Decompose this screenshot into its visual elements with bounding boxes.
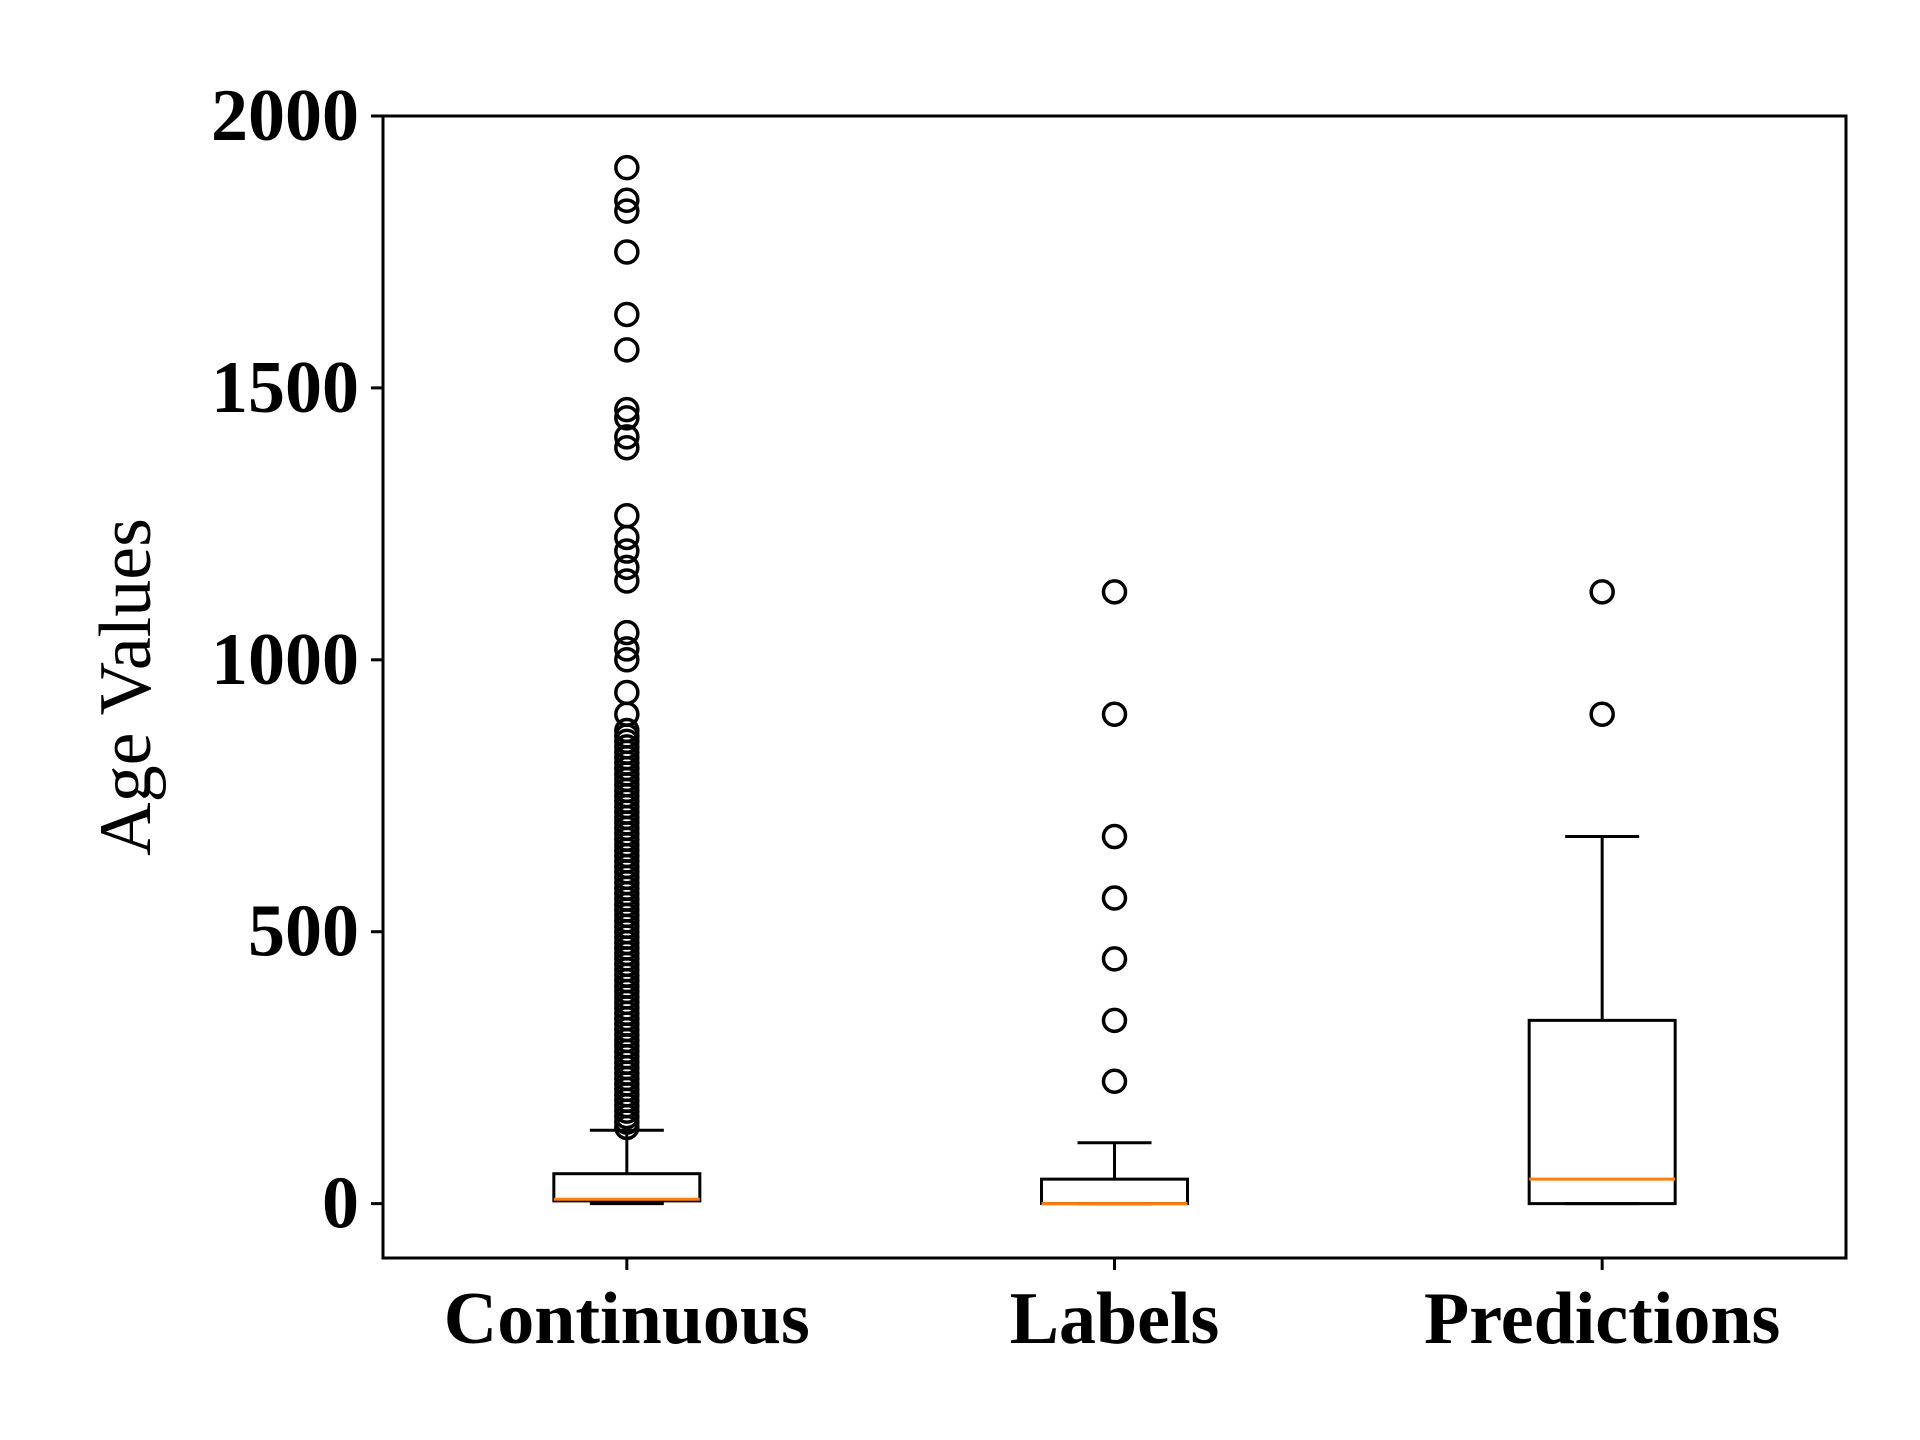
outlier-point xyxy=(614,405,640,431)
outlier-point xyxy=(614,396,640,423)
outlier-point xyxy=(614,568,640,594)
plot-area xyxy=(381,114,1848,1260)
outlier-point xyxy=(614,619,640,646)
x-tick-label: Labels xyxy=(1010,1278,1220,1360)
y-tick-label: 1500 xyxy=(211,347,359,429)
y-tick-label: 2000 xyxy=(211,75,359,157)
y-axis-label: Age Values xyxy=(85,518,167,856)
box-series xyxy=(552,154,1677,1206)
box-group-predictions xyxy=(1527,579,1677,1206)
outlier-point xyxy=(614,524,640,551)
outlier-point xyxy=(1101,946,1128,972)
outlier-point xyxy=(614,538,640,564)
outlier-point xyxy=(1101,701,1128,727)
outlier-point xyxy=(1101,1007,1128,1034)
x-tick-label: Continuous xyxy=(444,1278,810,1360)
y-axis: 0 500 1000 1500 2000 xyxy=(211,75,383,1245)
outlier-point xyxy=(1101,885,1128,911)
outlier-point xyxy=(614,636,640,662)
outlier-point xyxy=(1101,823,1128,850)
outlier-point xyxy=(1101,579,1128,605)
x-tick-label: Predictions xyxy=(1424,1278,1780,1360)
outlier-point xyxy=(614,198,640,224)
outlier-point xyxy=(614,647,640,673)
y-tick-label: 500 xyxy=(248,891,359,973)
x-axis: Continuous Labels Predictions xyxy=(444,1258,1780,1360)
outlier-point xyxy=(614,554,640,581)
outlier-point xyxy=(1101,1068,1128,1095)
outlier-point xyxy=(614,337,640,363)
outlier-point xyxy=(614,187,640,214)
outlier-point xyxy=(1589,579,1615,605)
outlier-point xyxy=(614,154,640,181)
outlier-point xyxy=(1589,701,1615,727)
iqr-box xyxy=(1527,1018,1677,1206)
outlier-point xyxy=(614,1114,640,1141)
y-tick-label: 1000 xyxy=(211,619,359,701)
iqr-box xyxy=(552,1172,702,1203)
box-group-continuous xyxy=(552,154,702,1206)
outlier-point xyxy=(614,301,640,328)
outlier-point xyxy=(614,434,640,461)
outlier-point xyxy=(614,424,640,450)
outlier-point xyxy=(614,239,640,265)
y-tick-label: 0 xyxy=(322,1163,359,1245)
box-group-labels xyxy=(1040,579,1189,1206)
